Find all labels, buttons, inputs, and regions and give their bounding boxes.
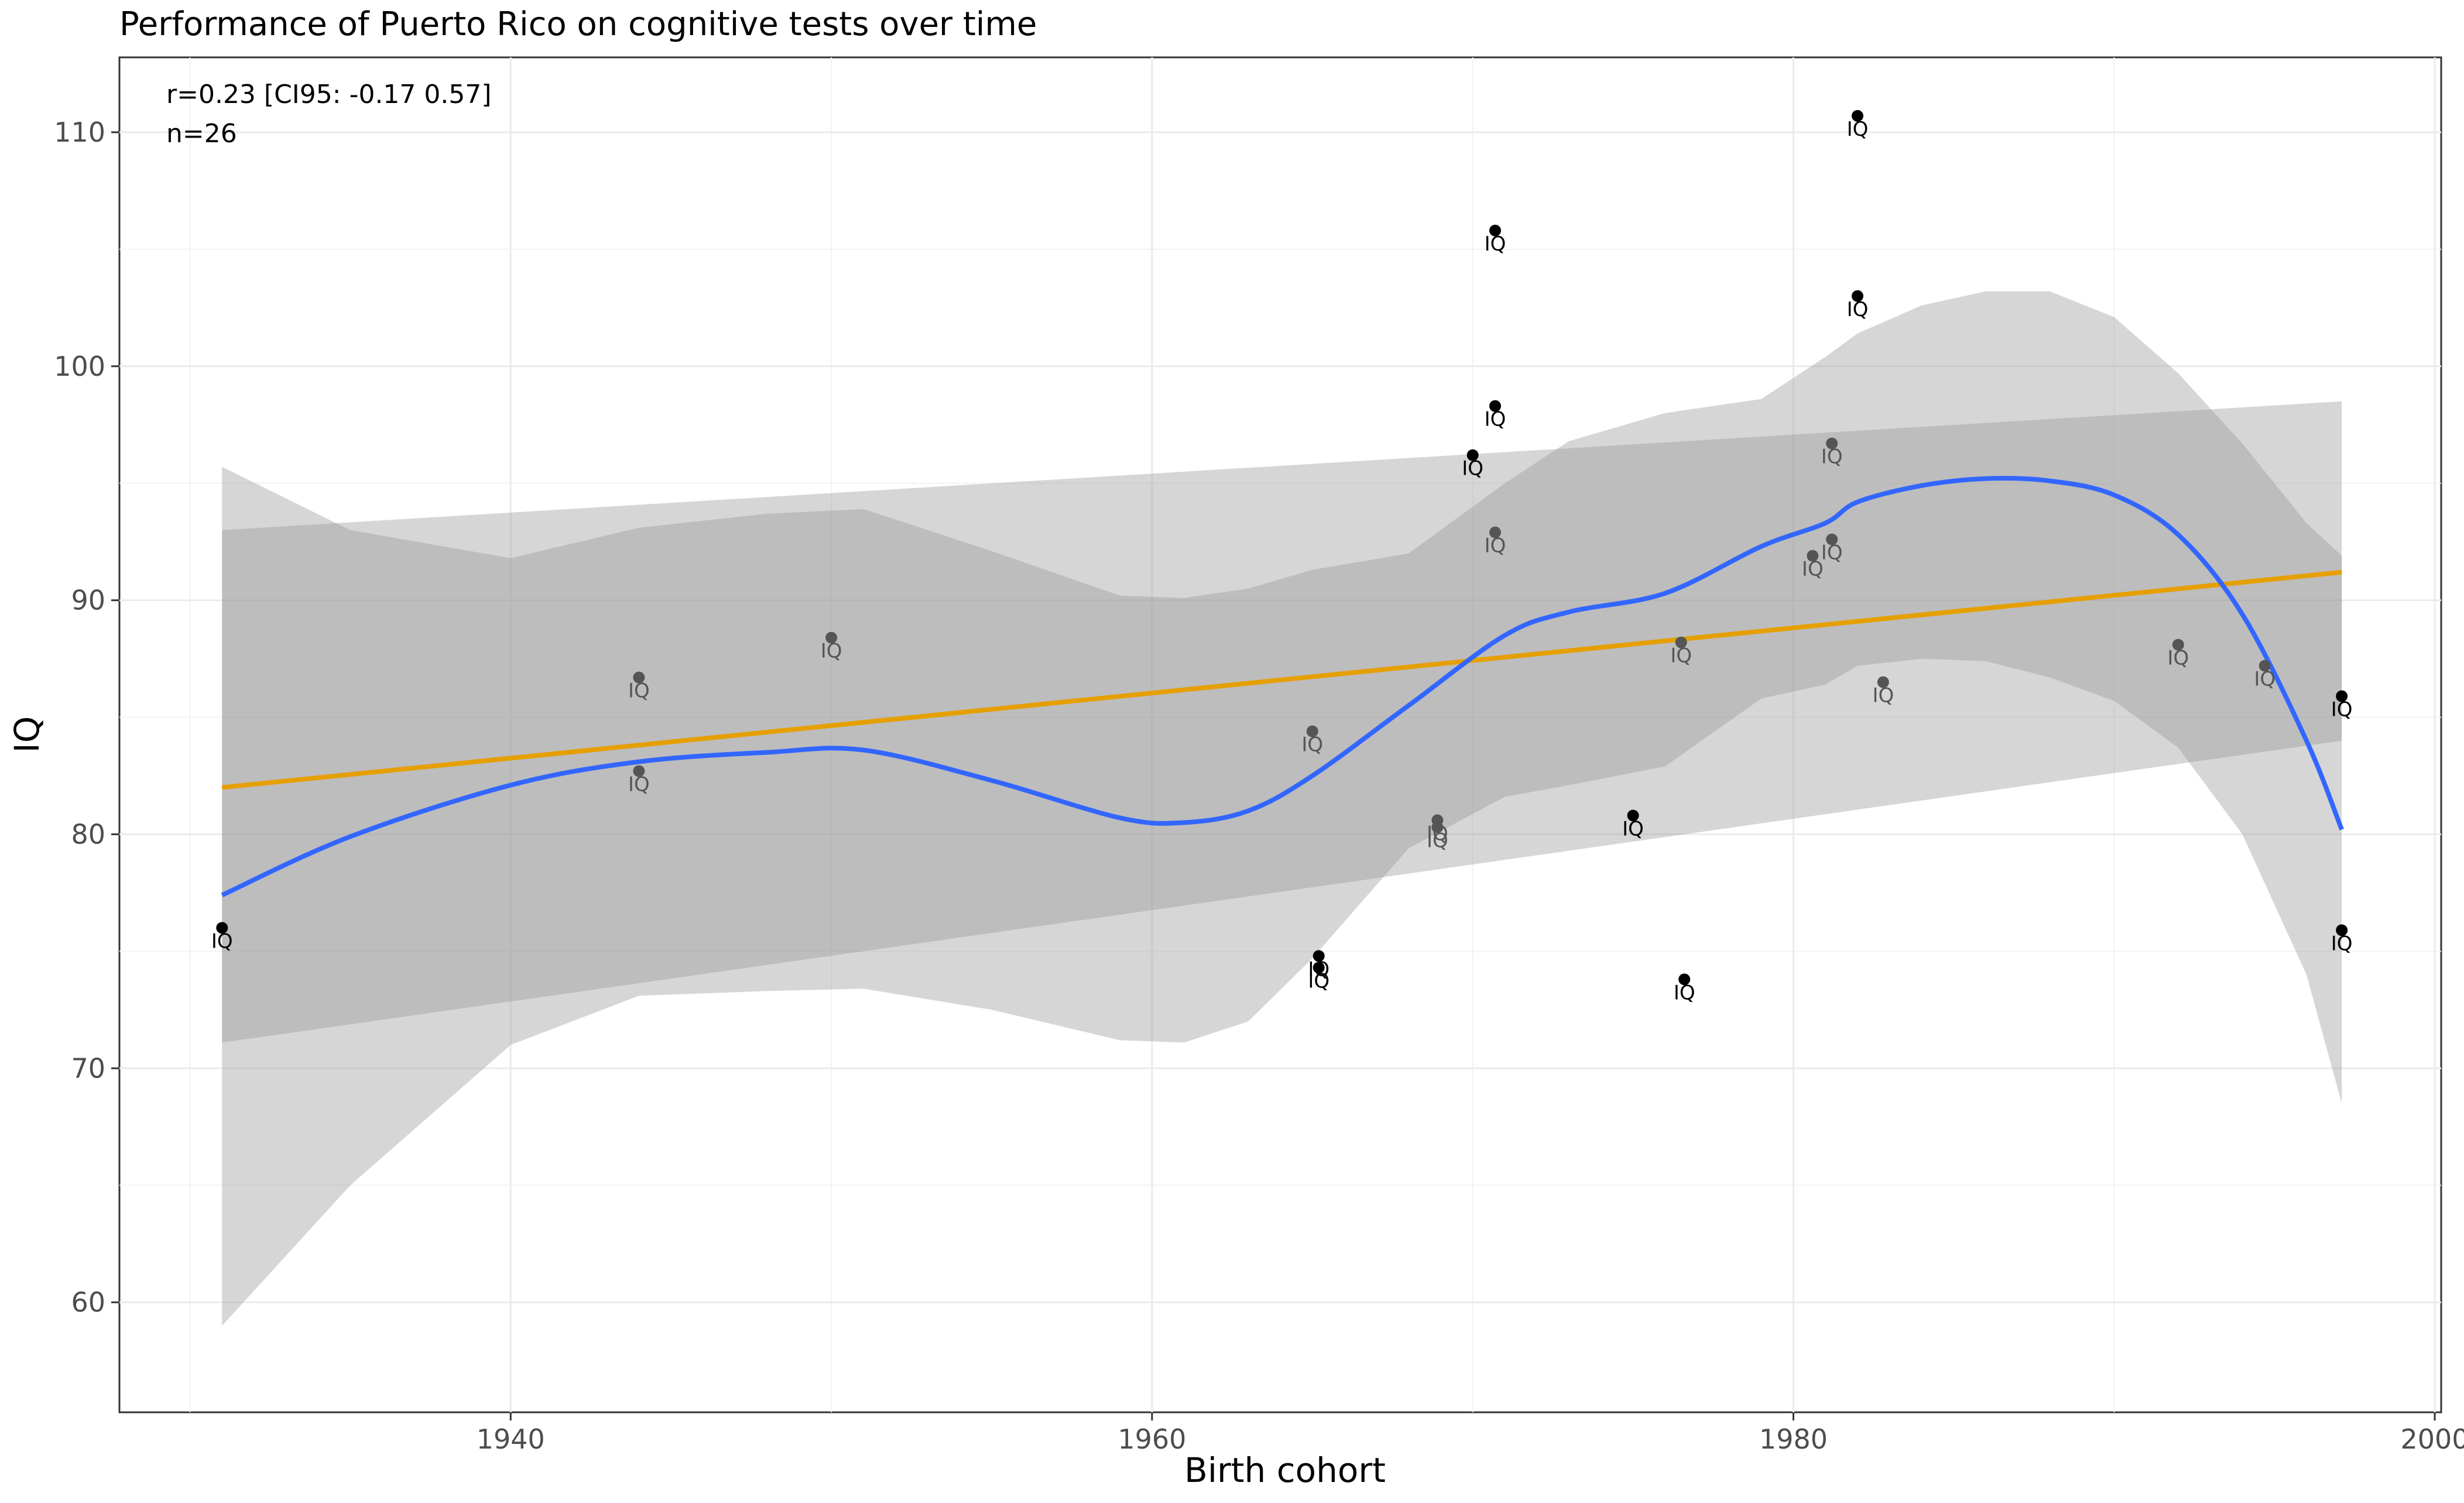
data-point: [1678, 973, 1691, 986]
data-point-label: IQ: [1485, 534, 1506, 558]
y-tick-label: 70: [71, 1052, 105, 1084]
data-point-label: IQ: [821, 640, 842, 663]
fit-lines: [221, 476, 2344, 898]
data-point: [1312, 962, 1325, 974]
data-point: [1826, 533, 1838, 545]
data-point-label: IQ: [2167, 647, 2189, 670]
data-point-label: IQ: [2331, 698, 2353, 722]
data-point-label: IQ: [1847, 118, 1869, 141]
data-point-label: IQ: [1821, 445, 1843, 469]
data-point-label: IQ: [1301, 733, 1323, 757]
data-point: [1489, 400, 1502, 412]
y-tick-label: 80: [71, 818, 105, 850]
annotation-correlation: r=0.23 [CI95: -0.17 0.57]: [166, 80, 492, 109]
plot-panel: [118, 56, 2442, 1413]
data-point: [1489, 224, 1502, 236]
data-point: [2172, 639, 2184, 651]
data-point: [216, 922, 228, 934]
x-tick-label: 1960: [1118, 1423, 1186, 1455]
linear-fit-line: [221, 569, 2342, 790]
data-point: [825, 632, 838, 644]
data-point: [2259, 660, 2271, 672]
data-point-label: IQ: [1427, 829, 1448, 852]
chart-title: Performance of Puerto Rico on cognitive …: [119, 5, 1037, 43]
data-point: [2336, 924, 2348, 936]
x-axis-ticks: 1940 1960 1980 2000: [477, 1412, 2464, 1455]
data-point: [633, 671, 645, 684]
data-point: [1877, 676, 1889, 688]
data-point-label: IQ: [2331, 932, 2353, 955]
data-point-label: IQ: [1308, 969, 1329, 993]
y-tick-label: 60: [71, 1286, 105, 1318]
data-point-label: IQ: [1670, 644, 1692, 668]
y-tick-label: 90: [71, 585, 105, 616]
x-tick-label: 1940: [477, 1423, 545, 1455]
loess-confidence-band: [222, 291, 2342, 1326]
y-tick-label: 100: [54, 351, 105, 382]
data-point-label: IQ: [628, 773, 650, 796]
loess-fit-line: [221, 476, 2344, 898]
data-point-label: IQ: [1485, 408, 1506, 431]
grid-major: [119, 57, 2441, 1412]
data-point: [2336, 690, 2348, 702]
data-point-label: IQ: [1821, 541, 1843, 565]
grid-minor: [119, 57, 2441, 1412]
data-point-label: IQ: [211, 929, 233, 953]
data-point: [1852, 109, 1864, 122]
x-tick-label: 2000: [2401, 1423, 2464, 1455]
linear-confidence-band: [222, 401, 2342, 1043]
data-point: [1466, 449, 1479, 461]
data-point-label: IQ: [1847, 298, 1869, 321]
data-point: [1826, 437, 1838, 449]
data-point: [1431, 821, 1444, 833]
data-point-label: IQ: [1872, 684, 1894, 708]
data-point-label: IQ: [2254, 668, 2275, 691]
y-axis-title: IQ: [7, 716, 47, 753]
data-point: [1807, 550, 1819, 562]
data-point: [633, 765, 645, 777]
data-point: [1489, 526, 1502, 538]
data-point-label: IQ: [1622, 817, 1644, 840]
data-point-label: IQ: [1674, 981, 1695, 1004]
data-point: [1675, 636, 1687, 648]
data-point: [1306, 725, 1318, 737]
y-axis-ticks: 60 70 80 90 100 110: [54, 116, 119, 1318]
data-point: [1852, 290, 1864, 302]
y-tick-label: 110: [54, 116, 105, 148]
data-point: [1312, 950, 1325, 962]
data-points: IQ IQ IQ IQ IQ IQ IQ IQ IQ IQ IQ IQ IQ IQ IQ IQ IQ IQ IQ IQ…: [211, 109, 2353, 1004]
confidence-bands: [222, 291, 2342, 1326]
data-point-label: IQ: [628, 680, 650, 703]
x-tick-label: 1980: [1759, 1423, 1828, 1455]
data-point-label: IQ: [1802, 558, 1824, 581]
x-axis-title: Birth cohort: [1184, 1450, 1386, 1490]
annotation-sample-size: n=26: [166, 119, 237, 149]
data-point-label: IQ: [1485, 232, 1506, 256]
data-point-label: IQ: [1462, 457, 1483, 481]
data-point: [1627, 809, 1639, 822]
